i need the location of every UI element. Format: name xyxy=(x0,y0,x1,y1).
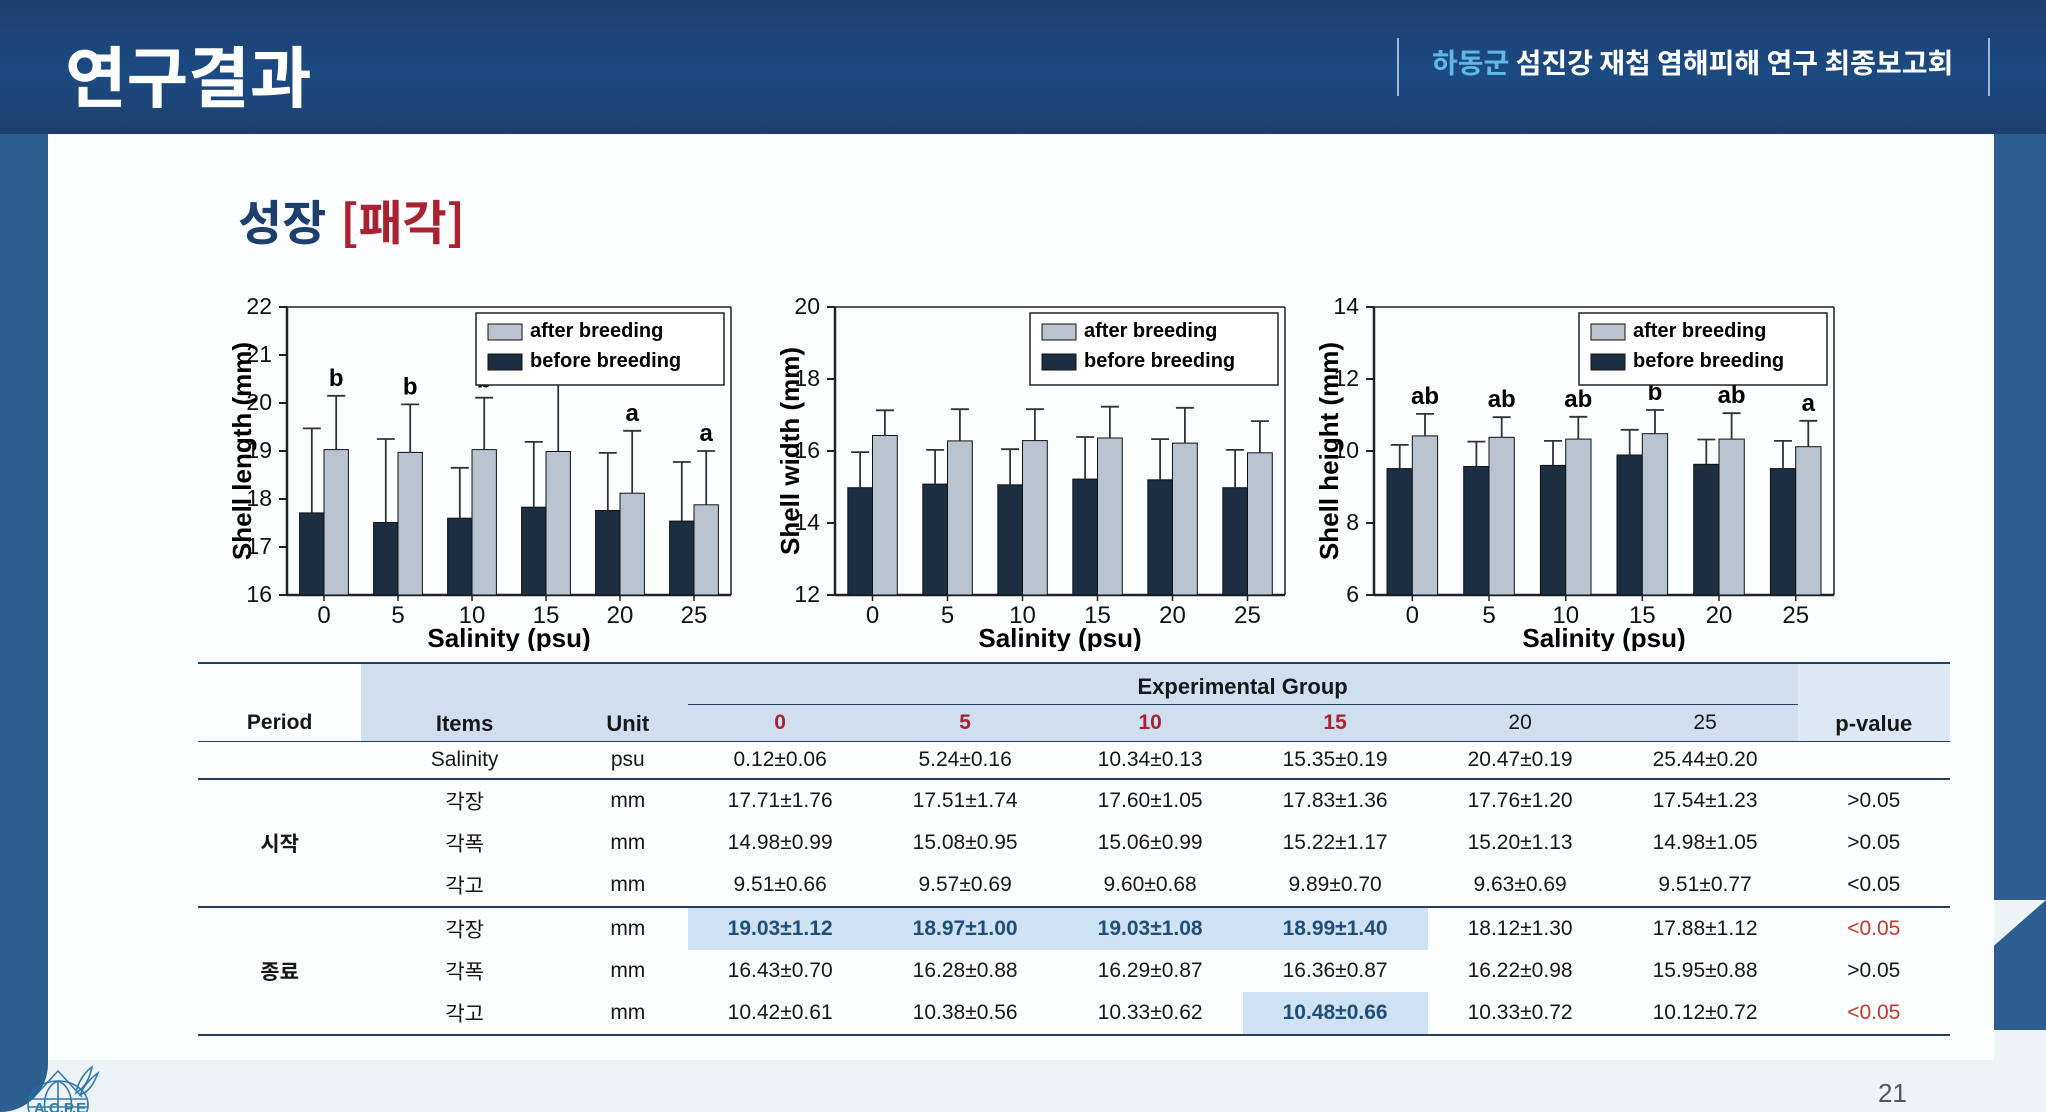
svg-text:8: 8 xyxy=(1346,509,1359,535)
svg-text:a: a xyxy=(700,420,714,447)
svg-text:ab: ab xyxy=(1718,382,1746,409)
svg-text:25: 25 xyxy=(1782,602,1809,629)
svg-text:b: b xyxy=(329,365,344,392)
svg-text:6: 6 xyxy=(1346,581,1359,607)
svg-text:5: 5 xyxy=(941,602,954,629)
svg-text:after breeding: after breeding xyxy=(1084,320,1217,342)
svg-text:16: 16 xyxy=(246,581,272,607)
svg-text:0: 0 xyxy=(1406,602,1419,629)
svg-text:ab: ab xyxy=(1488,386,1516,413)
svg-text:5: 5 xyxy=(1482,602,1495,629)
svg-text:Shell width (mm): Shell width (mm) xyxy=(777,347,805,555)
svg-text:14: 14 xyxy=(1333,295,1359,319)
svg-text:20: 20 xyxy=(607,602,634,629)
svg-text:b: b xyxy=(403,373,418,400)
svg-text:Shell length (mm): Shell length (mm) xyxy=(229,342,257,560)
svg-text:Salinity (psu): Salinity (psu) xyxy=(427,623,590,651)
svg-text:22: 22 xyxy=(246,295,272,319)
svg-text:Salinity (psu): Salinity (psu) xyxy=(1522,623,1685,651)
svg-text:0: 0 xyxy=(317,602,330,629)
svg-text:12: 12 xyxy=(794,581,820,607)
svg-text:before breeding: before breeding xyxy=(530,350,681,372)
svg-text:20: 20 xyxy=(1706,602,1733,629)
svg-text:before breeding: before breeding xyxy=(1633,350,1784,372)
svg-text:after breeding: after breeding xyxy=(530,320,663,342)
svg-text:before breeding: before breeding xyxy=(1084,350,1235,372)
svg-text:ab: ab xyxy=(1564,386,1592,413)
svg-text:a: a xyxy=(1802,390,1816,417)
svg-text:Salinity (psu): Salinity (psu) xyxy=(978,623,1141,651)
svg-text:20: 20 xyxy=(794,295,820,319)
svg-text:25: 25 xyxy=(681,602,708,629)
svg-text:25: 25 xyxy=(1234,602,1261,629)
svg-text:a: a xyxy=(626,400,640,427)
svg-text:ab: ab xyxy=(1411,383,1439,410)
svg-text:20: 20 xyxy=(1159,602,1186,629)
svg-text:5: 5 xyxy=(391,602,404,629)
svg-text:Shell height (mm): Shell height (mm) xyxy=(1316,342,1344,560)
svg-text:0: 0 xyxy=(866,602,879,629)
svg-text:after breeding: after breeding xyxy=(1633,320,1766,342)
svg-text:A.C.P.E: A.C.P.E xyxy=(34,1100,86,1112)
